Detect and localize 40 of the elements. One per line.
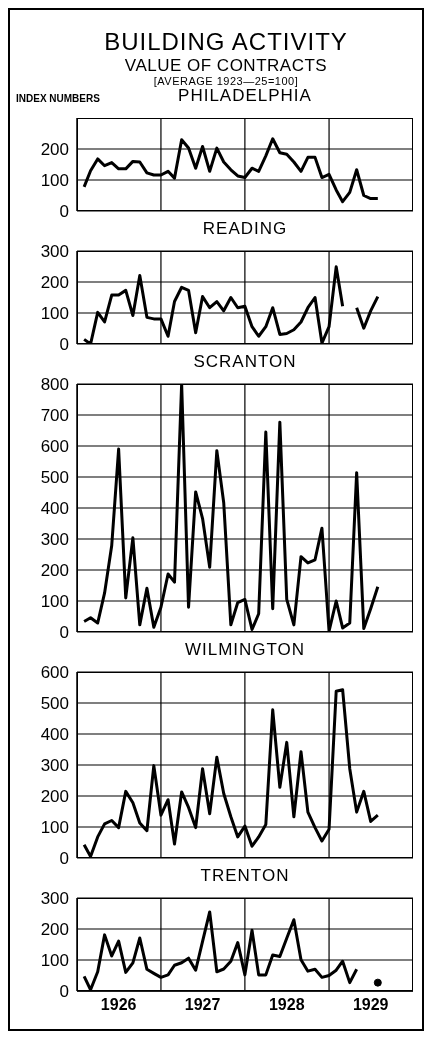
y-tick-label: 200 — [40, 140, 69, 160]
y-tick-label: 100 — [40, 171, 69, 191]
chart-title: SCRANTON — [192, 352, 298, 372]
text: VALUE OF CONTRACTS — [124, 55, 328, 76]
y-tick-label: 200 — [40, 273, 69, 293]
y-tick-label: 300 — [40, 530, 69, 550]
chart-title: TRENTON — [199, 866, 291, 886]
x-tick-label: 1928 — [268, 996, 305, 1014]
y-tick-label: 0 — [59, 202, 69, 222]
y-tick-label: 700 — [40, 406, 69, 426]
y-tick-label: 600 — [40, 663, 69, 683]
y-tick-label: 0 — [59, 335, 69, 355]
y-tick-label: 300 — [40, 889, 69, 909]
y-tick-label: 200 — [40, 561, 69, 581]
y-tick-label: 500 — [40, 694, 69, 714]
y-tick-label: 100 — [40, 304, 69, 324]
y-tick-label: 100 — [40, 951, 69, 971]
y-tick-label: 200 — [40, 787, 69, 807]
y-tick-label: 800 — [40, 375, 69, 395]
y-tick-label: 0 — [59, 982, 69, 1002]
text: [AVERAGE 1923—25=100] — [153, 75, 299, 88]
chart-title: WILMINGTON — [183, 640, 307, 660]
y-tick-label: 400 — [40, 725, 69, 745]
y-tick-label: 0 — [59, 623, 69, 643]
y-axis-title: INDEX NUMBERS — [16, 93, 100, 104]
y-tick-label: 600 — [40, 437, 69, 457]
y-tick-label: 100 — [40, 818, 69, 838]
y-tick-label: 200 — [40, 920, 69, 940]
x-tick-label: 1929 — [352, 996, 389, 1014]
y-tick-label: 0 — [59, 849, 69, 869]
y-tick-label: 300 — [40, 242, 69, 262]
text: BUILDING ACTIVITY — [104, 28, 348, 56]
y-tick-label: 500 — [40, 468, 69, 488]
y-tick-label: 100 — [40, 592, 69, 612]
x-tick-label: 1927 — [184, 996, 221, 1014]
chart-title: READING — [201, 219, 289, 239]
chart-title: PHILADELPHIA — [178, 86, 312, 105]
y-tick-label: 400 — [40, 499, 69, 519]
x-tick-label: 1926 — [100, 996, 137, 1014]
y-tick-label: 300 — [40, 756, 69, 776]
